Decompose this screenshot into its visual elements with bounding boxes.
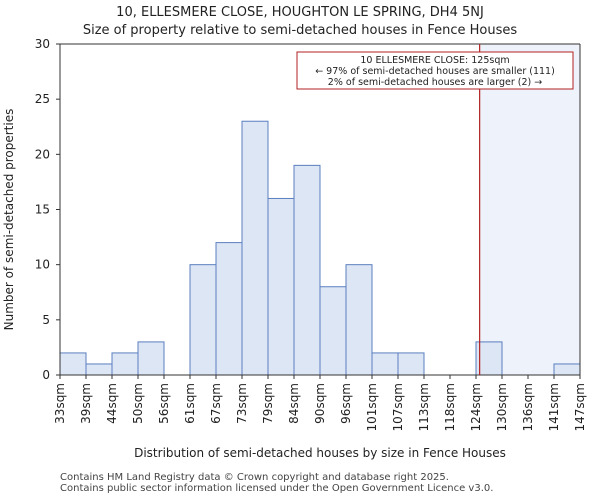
- x-tick-label: 107sqm: [391, 383, 405, 431]
- annotation-line-2: ← 97% of semi-detached houses are smalle…: [315, 66, 555, 77]
- x-tick-label: 79sqm: [261, 383, 275, 424]
- x-tick-label: 56sqm: [157, 383, 171, 424]
- x-tick-label: 147sqm: [573, 383, 587, 431]
- x-tick-label: 124sqm: [469, 383, 483, 431]
- x-tick-label: 39sqm: [79, 383, 93, 424]
- x-tick-label: 44sqm: [105, 383, 119, 424]
- footer: Contains HM Land Registry data © Crown c…: [60, 472, 493, 494]
- x-tick-label: 61sqm: [183, 383, 197, 424]
- x-tick-label: 141sqm: [547, 383, 561, 431]
- bar-33sqm: [59, 352, 87, 376]
- bar-73sqm: [241, 120, 269, 376]
- bar-44sqm: [111, 352, 139, 376]
- y-tick-label: 15: [35, 203, 50, 217]
- bar-79sqm: [267, 197, 295, 376]
- annotation-line-3: 2% of semi-detached houses are larger (2…: [328, 77, 542, 88]
- x-tick-label: 136sqm: [521, 383, 535, 431]
- footer-line-1: Contains HM Land Registry data © Crown c…: [60, 472, 449, 483]
- y-tick-label: 20: [35, 147, 50, 161]
- x-tick-label: 84sqm: [287, 383, 301, 424]
- bar-67sqm: [215, 242, 243, 376]
- y-axis-label: Number of semi-detached properties: [2, 109, 16, 331]
- footer-line-2: Contains public sector information licen…: [60, 483, 494, 494]
- annotation-line-1: 10 ELLESMERE CLOSE: 125sqm: [360, 55, 509, 66]
- bar-50sqm: [137, 341, 165, 376]
- chart-title: 10, ELLESMERE CLOSE, HOUGHTON LE SPRING,…: [0, 4, 600, 40]
- x-tick-label: 101sqm: [365, 383, 379, 431]
- x-tick-label: 118sqm: [443, 383, 457, 431]
- title-line-1: 10, ELLESMERE CLOSE, HOUGHTON LE SPRING,…: [116, 5, 484, 20]
- y-tick-label: 10: [35, 258, 50, 272]
- y-tick-label: 30: [35, 37, 50, 51]
- x-tick-label: 73sqm: [235, 383, 249, 424]
- x-tick-label: 33sqm: [53, 383, 67, 424]
- annotation-box: [296, 51, 574, 90]
- title-line-2: Size of property relative to semi-detach…: [82, 23, 518, 38]
- x-tick-label: 113sqm: [417, 383, 431, 431]
- y-tick-label: 25: [35, 92, 50, 106]
- bar-39sqm: [85, 363, 113, 376]
- bar-90sqm: [319, 286, 347, 376]
- bar-96sqm: [345, 264, 373, 376]
- x-axis-label: Distribution of semi-detached houses by …: [134, 446, 506, 460]
- y-tick-label: 5: [42, 313, 50, 327]
- bar-124sqm: [475, 341, 503, 376]
- x-tick-label: 67sqm: [209, 383, 223, 424]
- x-tick-label: 50sqm: [131, 383, 145, 424]
- bar-84sqm: [293, 164, 321, 376]
- y-tick-label: 0: [42, 368, 50, 382]
- larger-region-shade: [479, 44, 580, 375]
- bar-101sqm: [371, 352, 399, 376]
- x-tick-label: 130sqm: [495, 383, 509, 431]
- x-tick-label: 90sqm: [313, 383, 327, 424]
- bar-141sqm: [553, 363, 581, 376]
- bar-61sqm: [189, 264, 217, 376]
- bar-107sqm: [397, 352, 425, 376]
- x-tick-label: 96sqm: [339, 383, 353, 424]
